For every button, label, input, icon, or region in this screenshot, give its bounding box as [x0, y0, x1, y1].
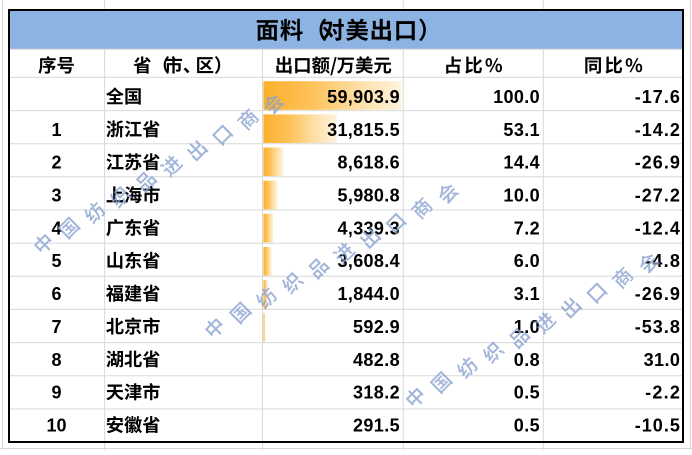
svg-text:100.0: 100.0	[493, 87, 540, 107]
svg-text:8,618.6: 8,618.6	[338, 153, 400, 173]
svg-text:-26.9: -26.9	[635, 153, 680, 173]
svg-text:10: 10	[46, 416, 66, 436]
svg-text:8: 8	[51, 350, 61, 370]
svg-text:3: 3	[51, 186, 61, 206]
svg-text:31,815.5: 31,815.5	[327, 120, 400, 140]
svg-text:10.0: 10.0	[503, 186, 539, 206]
svg-text:6: 6	[51, 284, 61, 304]
svg-text:3.1: 3.1	[514, 284, 540, 304]
svg-text:291.5: 291.5	[353, 416, 400, 436]
svg-text:5,980.8: 5,980.8	[338, 186, 400, 206]
svg-text:-53.8: -53.8	[635, 317, 680, 337]
svg-text:31.0: 31.0	[644, 350, 680, 370]
svg-text:-12.4: -12.4	[635, 218, 680, 238]
svg-text:7: 7	[51, 317, 61, 337]
svg-text:-17.6: -17.6	[635, 87, 680, 107]
svg-text:4,339.3: 4,339.3	[338, 218, 400, 238]
svg-text:-27.2: -27.2	[635, 186, 680, 206]
svg-text:14.4: 14.4	[503, 153, 539, 173]
svg-text:-10.5: -10.5	[635, 416, 680, 436]
svg-text:-26.9: -26.9	[635, 284, 680, 304]
svg-text:9: 9	[51, 383, 61, 403]
svg-text:4: 4	[51, 218, 61, 238]
svg-text:59,903.9: 59,903.9	[327, 87, 400, 107]
svg-text:2: 2	[51, 153, 61, 173]
svg-text:7.2: 7.2	[514, 218, 540, 238]
svg-text:0.5: 0.5	[514, 416, 540, 436]
svg-text:3,608.4: 3,608.4	[338, 251, 400, 271]
svg-text:482.8: 482.8	[353, 350, 400, 370]
svg-text:0.5: 0.5	[514, 383, 540, 403]
svg-text:5: 5	[51, 251, 61, 271]
svg-text:-14.2: -14.2	[635, 120, 680, 140]
svg-text:592.9: 592.9	[353, 317, 400, 337]
svg-text:1: 1	[51, 120, 61, 140]
svg-text:6.0: 6.0	[514, 251, 540, 271]
svg-text:0.8: 0.8	[514, 350, 540, 370]
svg-text:1,844.0: 1,844.0	[338, 284, 400, 304]
svg-text:318.2: 318.2	[353, 383, 400, 403]
svg-text:53.1: 53.1	[503, 120, 539, 140]
